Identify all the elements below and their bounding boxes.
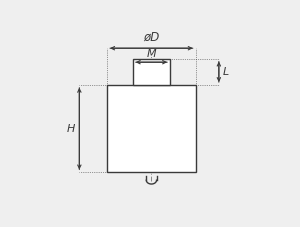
Bar: [107, 85, 196, 172]
Bar: [133, 59, 170, 85]
Text: H: H: [66, 124, 75, 134]
Text: øD: øD: [143, 31, 160, 44]
Text: L: L: [223, 67, 229, 77]
Text: M: M: [147, 49, 156, 59]
